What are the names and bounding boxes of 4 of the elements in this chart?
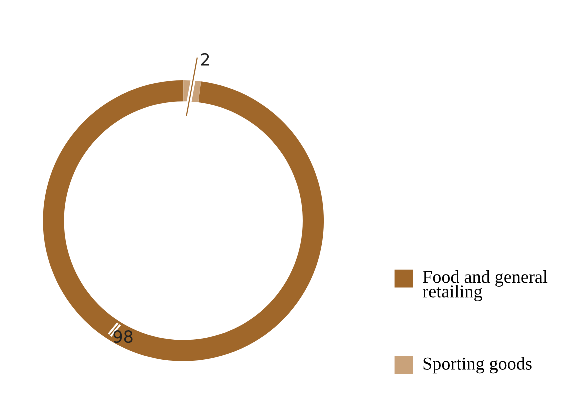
- data-label: 2: [201, 53, 210, 66]
- legend-label: Sporting goods: [424, 357, 532, 374]
- data-label: 98: [114, 330, 133, 344]
- legend-label: Food and general retailing: [422, 270, 548, 302]
